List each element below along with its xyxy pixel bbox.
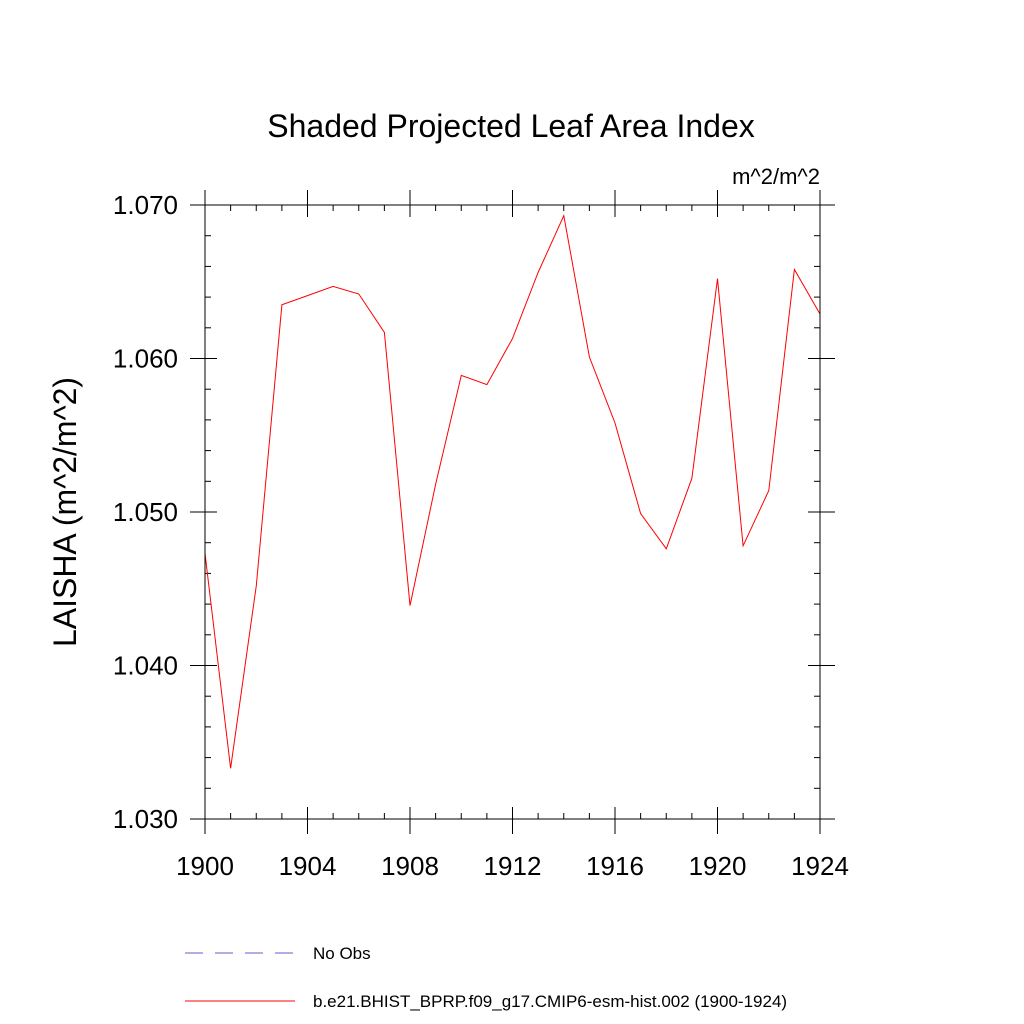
data-point: [563, 215, 564, 216]
y-axis-label: LAISHA (m^2/m^2): [47, 377, 83, 647]
data-point: [486, 384, 487, 385]
data-point: [794, 269, 795, 270]
data-point: [640, 513, 641, 514]
data-point: [717, 278, 718, 279]
legend-label-no-obs: No Obs: [313, 944, 371, 963]
plot-frame: [204, 204, 821, 820]
data-point: [589, 356, 590, 357]
x-tick-label: 1920: [689, 851, 747, 881]
x-tick-labels: 1900 1904 1908 1912 1916 1920 1924: [176, 851, 849, 881]
x-tick-label: 1904: [279, 851, 337, 881]
series-line: [204, 214, 821, 769]
y-tick-label: 1.040: [113, 651, 178, 681]
data-point: [358, 293, 359, 294]
data-point: [691, 478, 692, 479]
y-tick-label: 1.070: [113, 190, 178, 220]
chart-title: Shaded Projected Leaf Area Index: [267, 108, 754, 144]
minor-ticks: [205, 205, 820, 819]
data-point: [281, 304, 282, 305]
data-point: [512, 338, 513, 339]
series-layer: [204, 214, 821, 769]
data-point: [768, 490, 769, 491]
data-point: [743, 545, 744, 546]
data-point: [614, 422, 615, 423]
x-tick-label: 1916: [586, 851, 644, 881]
y-tick-label: 1.060: [113, 344, 178, 374]
data-point: [333, 286, 334, 287]
legend: No Obs b.e21.BHIST_BPRP.f09_g17.CMIP6-es…: [185, 944, 787, 1011]
data-point: [256, 585, 257, 586]
major-ticks: [190, 190, 835, 834]
x-tick-label: 1924: [791, 851, 849, 881]
data-point: [461, 375, 462, 376]
units-label: m^2/m^2: [732, 164, 820, 189]
x-tick-label: 1908: [381, 851, 439, 881]
data-point: [435, 484, 436, 485]
data-point: [538, 272, 539, 273]
y-tick-labels: 1.030 1.040 1.050 1.060 1.070: [113, 190, 178, 834]
data-point: [409, 605, 410, 606]
legend-label-model: b.e21.BHIST_BPRP.f09_g17.CMIP6-esm-hist.…: [313, 992, 787, 1011]
y-tick-label: 1.050: [113, 497, 178, 527]
y-tick-label: 1.030: [113, 804, 178, 834]
data-point: [666, 548, 667, 549]
data-point: [230, 768, 231, 769]
data-point: [307, 295, 308, 296]
x-tick-label: 1900: [176, 851, 234, 881]
data-point: [384, 332, 385, 333]
x-tick-label: 1912: [484, 851, 542, 881]
